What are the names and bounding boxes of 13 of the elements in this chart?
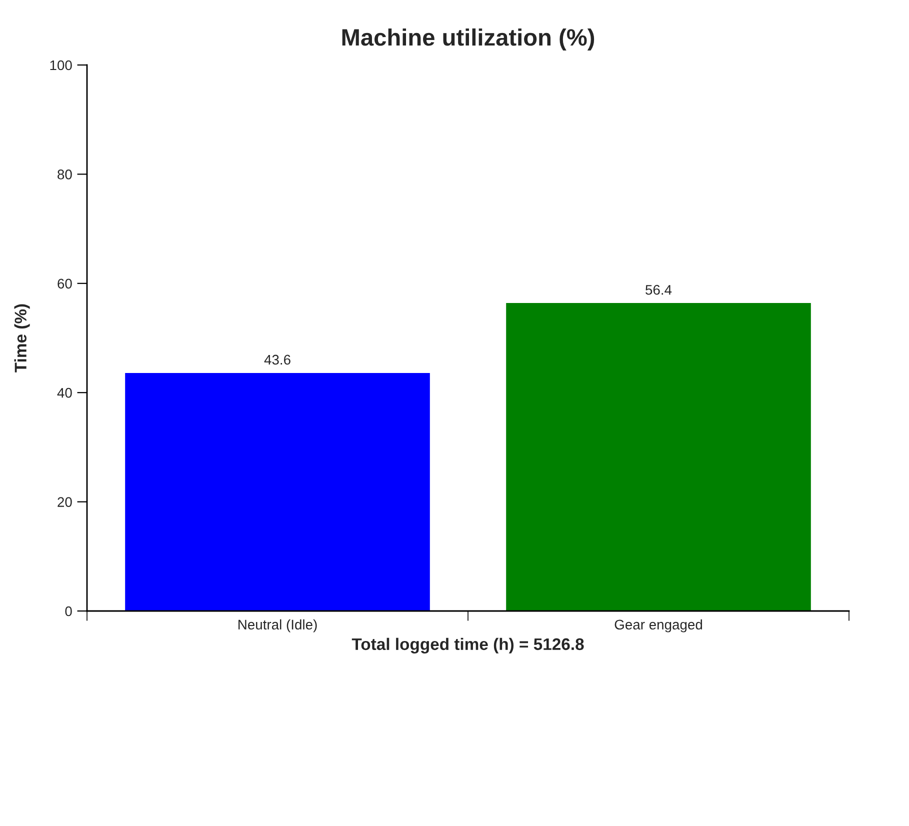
- y-axis-title: Time (%): [14, 304, 30, 372]
- data-label: 43.6: [264, 354, 290, 365]
- y-tick-label: 80: [58, 170, 72, 180]
- y-tick-label: 0: [65, 606, 72, 616]
- y-tick-label: 100: [50, 60, 72, 70]
- x-tick-label: Neutral (Idle): [238, 619, 317, 632]
- x-tick-label: Gear engaged: [614, 619, 702, 632]
- x-axis-title: Total logged time (h) = 5126.8: [352, 638, 584, 654]
- y-tick-label: 20: [58, 497, 72, 507]
- chart-title: Machine utilization (%): [342, 28, 594, 50]
- y-tick-label: 40: [57, 388, 72, 398]
- y-tick-label: 60: [58, 278, 72, 289]
- data-label: 56.4: [646, 284, 672, 295]
